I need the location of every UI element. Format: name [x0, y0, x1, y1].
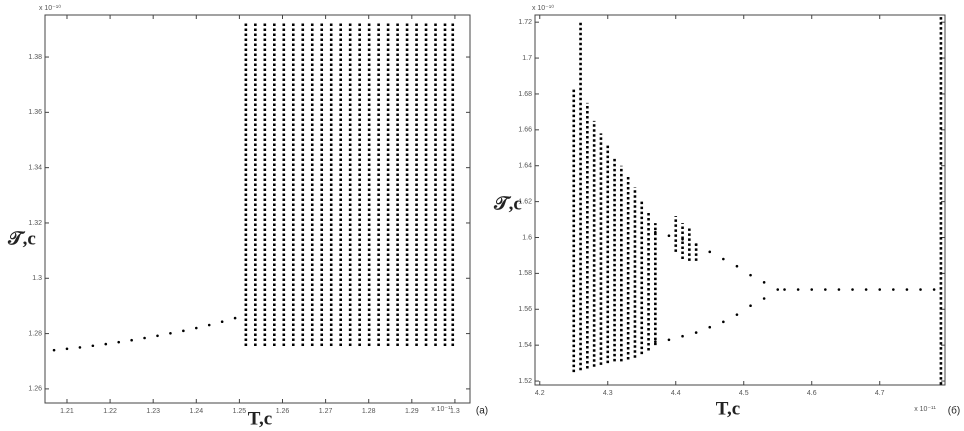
point	[78, 346, 82, 349]
y-tick-label: 1.6	[522, 234, 532, 241]
x-axis-label: T,c	[716, 398, 740, 419]
y-tick-label: 1.36	[28, 109, 42, 116]
y-axis-label: 𝒯,c	[7, 228, 36, 249]
x-tick-label: 4.2	[535, 390, 545, 397]
x-tick-label: 1.22	[103, 408, 117, 415]
point	[694, 331, 698, 334]
point	[749, 273, 752, 277]
y-tick-label: 1.52	[518, 378, 532, 385]
y-tick-label: 1.28	[28, 330, 42, 337]
point	[783, 288, 786, 291]
point	[735, 264, 739, 268]
point	[722, 320, 725, 324]
point	[169, 332, 172, 335]
point	[708, 325, 712, 329]
panel-label: (a)	[476, 406, 488, 417]
point	[851, 288, 854, 291]
point	[117, 340, 121, 344]
x-tick-label: 4.7	[875, 390, 885, 397]
x-tick-label: 4.6	[807, 390, 817, 397]
point	[864, 288, 868, 291]
point	[130, 338, 133, 342]
x-tick-label: 1.21	[60, 408, 74, 415]
point	[182, 329, 185, 333]
point	[749, 304, 752, 307]
x-multiplier: x 10⁻¹¹	[914, 406, 936, 413]
y-tick-label: 1.68	[518, 91, 532, 98]
y-tick-label: 1.66	[518, 127, 532, 134]
x-tick-label: 1.3	[450, 408, 460, 415]
point	[919, 288, 922, 291]
point	[681, 334, 684, 338]
plot-frame	[44, 14, 471, 404]
point	[905, 288, 909, 291]
x-tick-label: 1.25	[233, 408, 247, 415]
point	[654, 340, 657, 343]
point	[892, 288, 895, 291]
point	[810, 288, 814, 291]
point	[878, 288, 882, 291]
point	[52, 348, 56, 352]
y-tick-label: 1.34	[28, 164, 42, 171]
y-multiplier: x 10⁻¹⁰	[532, 4, 554, 12]
point	[776, 288, 780, 291]
y-tick-label: 1.26	[28, 386, 42, 393]
x-multiplier: x 10⁻¹¹	[431, 406, 453, 413]
x-tick-label: 1.28	[362, 408, 376, 415]
x-tick-label: 4.3	[603, 390, 613, 397]
point	[156, 334, 159, 338]
point	[65, 347, 69, 351]
x-tick-label: 1.24	[189, 408, 203, 415]
y-tick-label: 1.58	[518, 270, 532, 277]
y-axis-label: 𝒯,c	[493, 193, 522, 214]
panel-label: (б)	[948, 405, 960, 417]
point	[735, 313, 739, 316]
point	[667, 234, 671, 238]
point	[91, 344, 95, 348]
point	[796, 288, 800, 291]
point	[762, 297, 766, 300]
point	[104, 342, 108, 346]
y-tick-label: 1.7	[522, 55, 532, 62]
y-tick-label: 1.3	[32, 275, 42, 282]
y-tick-label: 1.62	[518, 198, 532, 205]
y-tick-label: 1.64	[518, 163, 532, 170]
point	[143, 336, 146, 340]
point	[194, 326, 198, 330]
x-tick-label: 1.29	[405, 408, 419, 415]
point	[233, 316, 237, 320]
x-tick-label: 4.5	[739, 390, 749, 397]
x-tick-label: 1.26	[276, 408, 290, 415]
point	[837, 288, 841, 291]
x-tick-label: 1.27	[319, 408, 333, 415]
point	[932, 288, 936, 291]
x-axis-label: T,c	[248, 408, 272, 429]
plot-frame	[534, 14, 946, 386]
x-tick-label: 4.4	[671, 390, 681, 397]
y-tick-label: 1.72	[518, 19, 532, 26]
point	[207, 323, 211, 327]
y-multiplier: x 10⁻¹⁰	[39, 4, 61, 12]
point	[667, 338, 671, 342]
x-tick-label: 1.23	[146, 408, 160, 415]
point	[708, 250, 712, 254]
y-tick-label: 1.56	[518, 306, 532, 313]
y-tick-label: 1.32	[28, 220, 42, 227]
point	[220, 320, 224, 323]
point	[762, 281, 766, 284]
y-tick-label: 1.38	[28, 54, 42, 61]
point	[824, 288, 827, 291]
y-tick-label: 1.54	[518, 342, 532, 349]
point	[722, 257, 725, 261]
